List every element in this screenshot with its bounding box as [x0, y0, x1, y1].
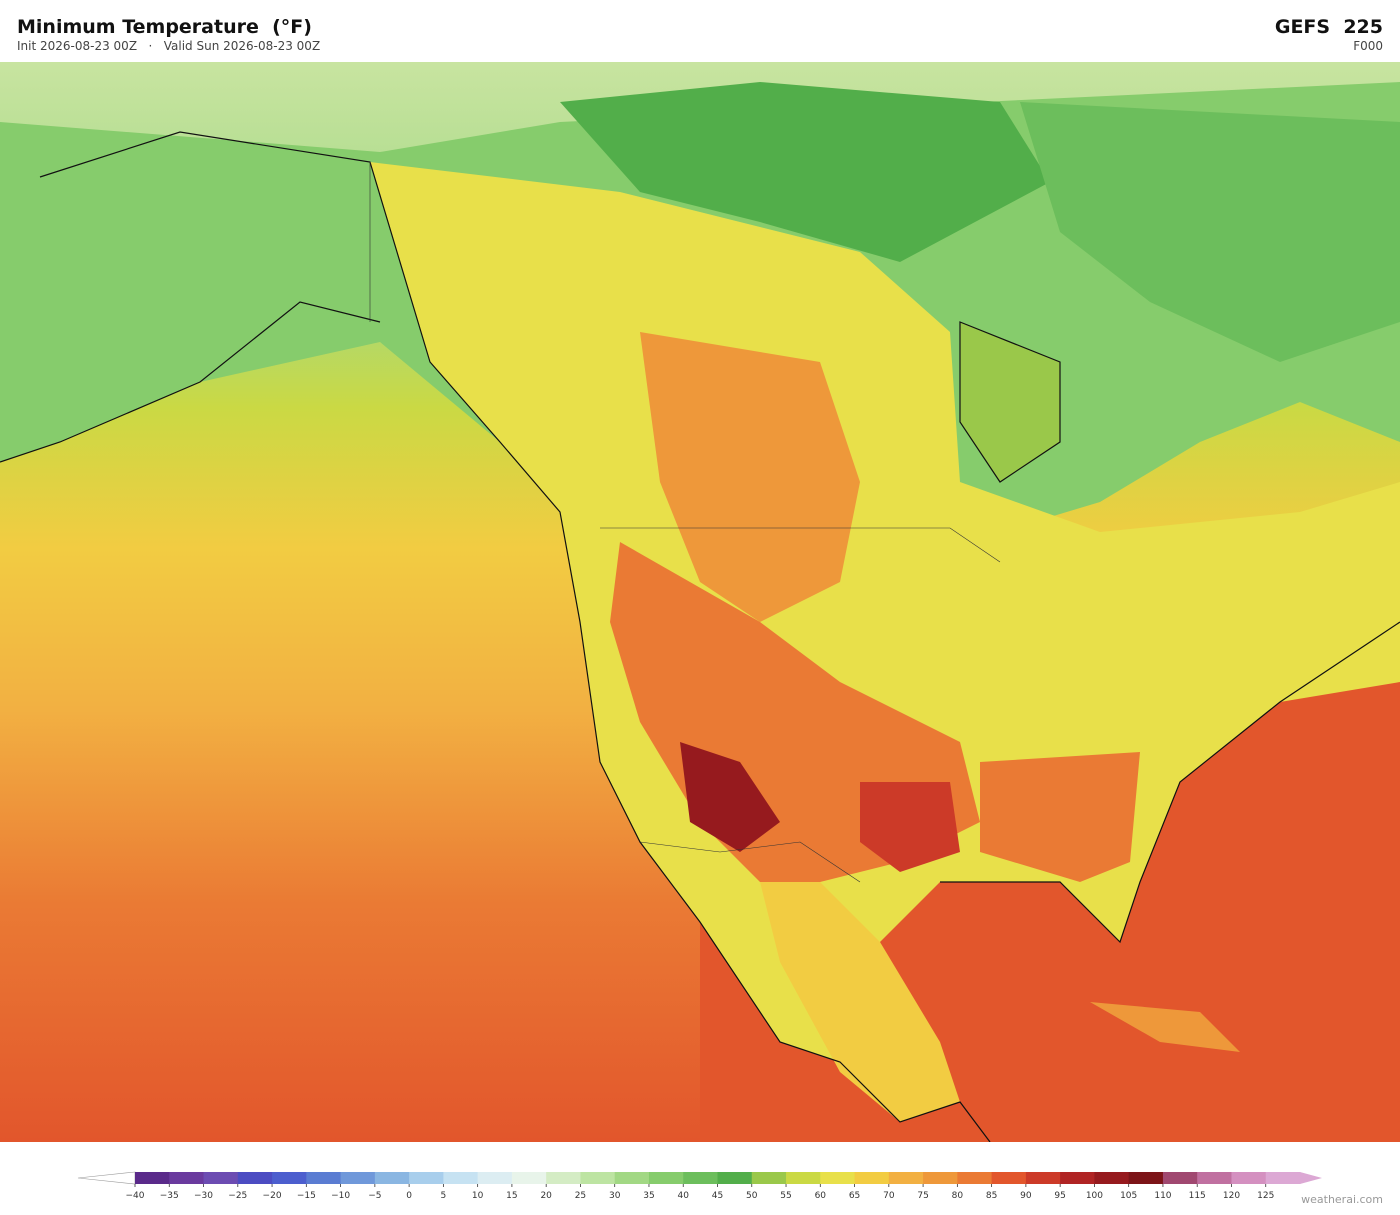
borders-national: [369, 162, 1001, 883]
colorbar-tick-label: 70: [883, 1191, 895, 1201]
colorbar-bin: [751, 1172, 787, 1184]
colorbar-bin: [957, 1172, 993, 1184]
hudson-bay: [960, 322, 1060, 482]
colorbar-tick-label: 45: [712, 1191, 723, 1201]
colorbar-tick-label: −40: [126, 1191, 145, 1201]
greenland-area: [1020, 102, 1400, 362]
continent: [370, 162, 1400, 1062]
colorbar-tick-label: 60: [815, 1191, 827, 1201]
colorbar-tick-label: 50: [746, 1191, 758, 1201]
colorbar-tick-label: 75: [917, 1191, 928, 1201]
alaska-coast: [0, 301, 381, 463]
colorbar-bin: [854, 1172, 890, 1184]
colorbar-bin: [648, 1172, 684, 1184]
colorbar-tick-label: 25: [575, 1191, 586, 1201]
colorbar-tick-label: −15: [297, 1191, 316, 1201]
colorbar-tick-label: −35: [160, 1191, 179, 1201]
colorbar-bin: [580, 1172, 616, 1184]
colorbar-tick-label: 100: [1086, 1191, 1103, 1201]
colorbar-tick-label: 55: [780, 1191, 791, 1201]
cuba: [1090, 1002, 1240, 1052]
southeast-warm: [980, 752, 1140, 882]
map: [0, 62, 1400, 1142]
colorbar-bin: [477, 1172, 513, 1184]
colorbar-tick-label: −30: [194, 1191, 213, 1201]
colorbar-bin: [443, 1172, 479, 1184]
colorbar-bin: [272, 1172, 307, 1184]
colorbar-bin: [820, 1172, 856, 1184]
colorbar-bin: [169, 1172, 205, 1184]
colorbar-tick-label: 0: [406, 1191, 412, 1201]
colorbar-bin: [1128, 1172, 1164, 1184]
colorbar-bin: [1231, 1172, 1267, 1184]
colorbar-tick-label: 80: [952, 1191, 964, 1201]
colorbar-bin: [1197, 1172, 1232, 1184]
hudson-coast: [959, 321, 1061, 483]
desert-hot: [680, 742, 780, 852]
colorbar-bin: [991, 1172, 1027, 1184]
colorbar-bin: [203, 1172, 239, 1184]
colorbar-tick-label: −20: [263, 1191, 282, 1201]
colorbar-tick-label: 105: [1120, 1191, 1137, 1201]
texas-hot: [860, 782, 960, 872]
colorbar-bin: [340, 1172, 376, 1184]
colorbar-bin: [786, 1172, 821, 1184]
colorbar-bin: [374, 1172, 410, 1184]
colorbar-tick-label: −10: [331, 1191, 350, 1201]
colorbar-bin: [546, 1172, 581, 1184]
pacific-coast: [39, 131, 991, 1142]
colorbar-tick-label: 90: [1020, 1191, 1032, 1201]
colorbar-tick-label: 15: [506, 1191, 517, 1201]
colorbar-tick-label: 20: [540, 1191, 552, 1201]
colorbar-tick-label: 85: [986, 1191, 997, 1201]
colorbar-tick-label: 35: [643, 1191, 654, 1201]
colorbar-tick-label: 95: [1054, 1191, 1065, 1201]
plains-warm: [640, 332, 860, 622]
colorbar-bin: [683, 1172, 718, 1184]
colorbar-tick-label: 40: [678, 1191, 690, 1201]
colorbar-tick-label: 10: [472, 1191, 484, 1201]
subtitle: Init 2026-08-23 00Z · Valid Sun 2026-08-…: [17, 39, 321, 53]
atlantic-coast: [940, 621, 1400, 944]
colorbar-tick-label: −25: [228, 1191, 247, 1201]
model: GEFS 225: [1274, 16, 1383, 38]
colorbar-tick-label: −5: [368, 1191, 381, 1201]
colorbar-bin: [1094, 1172, 1130, 1184]
colorbar-bin: [237, 1172, 273, 1184]
colorbar-under: [77, 1171, 136, 1185]
colorbar-tick-label: 115: [1189, 1191, 1206, 1201]
colorbar-bin: [614, 1172, 650, 1184]
colorbar-bin: [1025, 1172, 1061, 1184]
forecast-hour: F000: [1353, 39, 1383, 53]
colorbar-over: [1300, 1172, 1322, 1184]
colorbar-tick-label: 125: [1257, 1191, 1274, 1201]
title: Minimum Temperature (°F): [17, 16, 312, 38]
watermark: weatherai.com: [1301, 1193, 1383, 1206]
colorbar-bin: [888, 1172, 924, 1184]
coastlines: [0, 131, 1400, 1142]
colorbar: −40 −35 −30 −25 −20 −15 −10 −5 0 5 10 15 20 25 30 35 40 4…: [77, 1171, 1322, 1201]
arctic-islands: [560, 82, 1050, 262]
colorbar-tick-label: 30: [609, 1191, 621, 1201]
borders: [369, 162, 1001, 883]
colorbar-bin: [1060, 1172, 1095, 1184]
colorbar-bin: [135, 1172, 170, 1184]
colorbar-tick-label: 110: [1154, 1191, 1171, 1201]
colorbar-bin: [923, 1172, 958, 1184]
colorbar-tick-label: 65: [849, 1191, 860, 1201]
colorbar-tick-label: 120: [1223, 1191, 1240, 1201]
colorbar-bin: [1265, 1172, 1301, 1184]
colorbar-tick-label: 5: [441, 1191, 447, 1201]
colorbar-bin: [717, 1172, 753, 1184]
mexico-highlands: [760, 882, 960, 1122]
colorbar-bin: [409, 1172, 444, 1184]
colorbar-bin: [306, 1172, 342, 1184]
colorbar-bin: [511, 1172, 547, 1184]
colorbar-bin: [1162, 1172, 1198, 1184]
